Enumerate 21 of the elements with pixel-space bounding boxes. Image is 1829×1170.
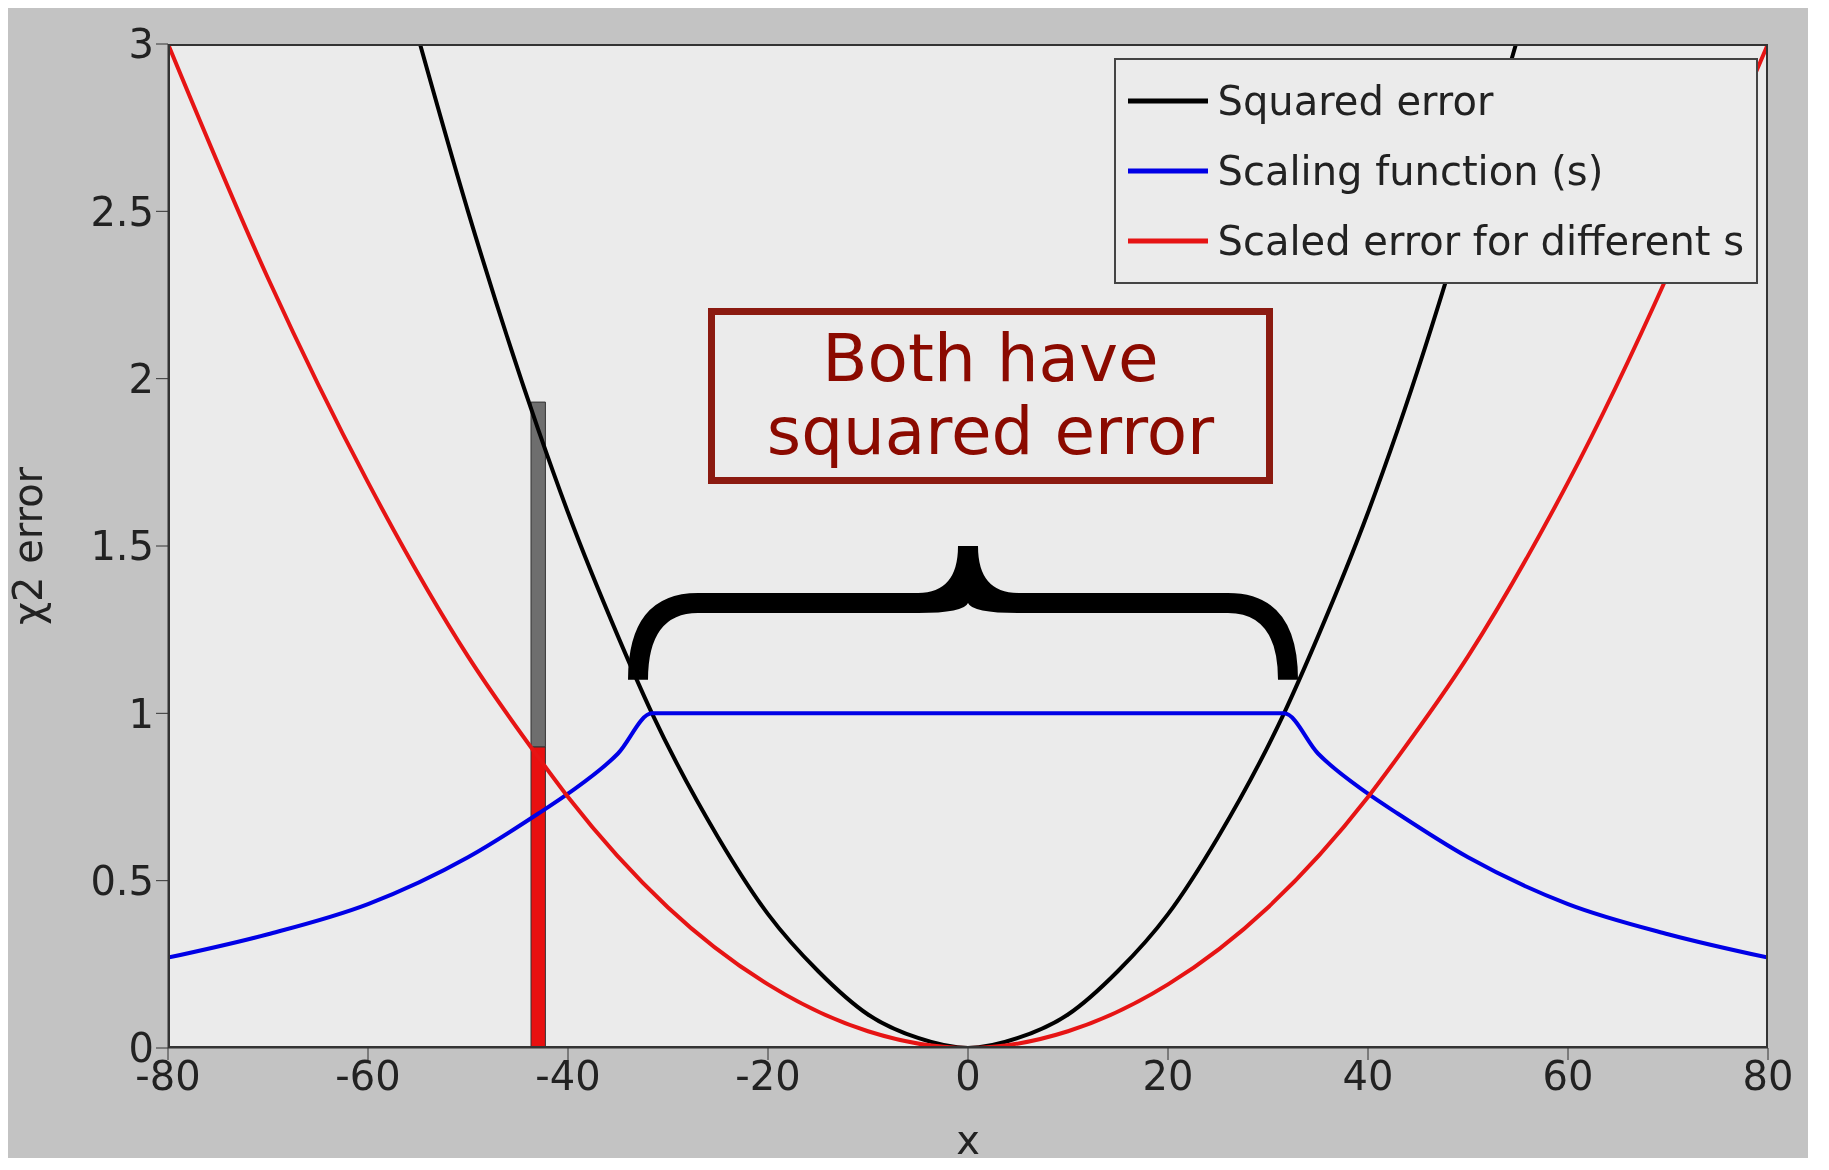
legend-label: Scaling function (s) (1217, 148, 1604, 194)
x-tick-label: -60 (335, 1053, 401, 1100)
y-tick-label: 1.5 (90, 523, 154, 570)
annotation: Both have squared error (708, 308, 1273, 484)
x-tick-label: 60 (1542, 1053, 1594, 1100)
x-tick-label: -40 (535, 1053, 601, 1100)
x-tick-label: 80 (1742, 1053, 1794, 1100)
y-tick-label: 0.5 (90, 857, 154, 904)
y-tick-label: 2.5 (90, 188, 154, 235)
x-tick-label: -20 (735, 1053, 801, 1100)
line-series (168, 711, 1768, 960)
y-tick-label: 1 (128, 690, 154, 737)
legend-label: Scaled error for different s (1217, 218, 1744, 264)
y-axis-title: χ2 error (5, 466, 52, 626)
y-tick-label: 2 (128, 355, 154, 402)
x-tick-label: 0 (955, 1053, 981, 1100)
x-tick-label: 40 (1342, 1053, 1394, 1100)
y-tick-label: 3 (128, 21, 154, 68)
legend-label: Squared error (1217, 78, 1494, 124)
x-axis-title: x (956, 1117, 980, 1163)
x-tick-label: 20 (1142, 1053, 1194, 1100)
